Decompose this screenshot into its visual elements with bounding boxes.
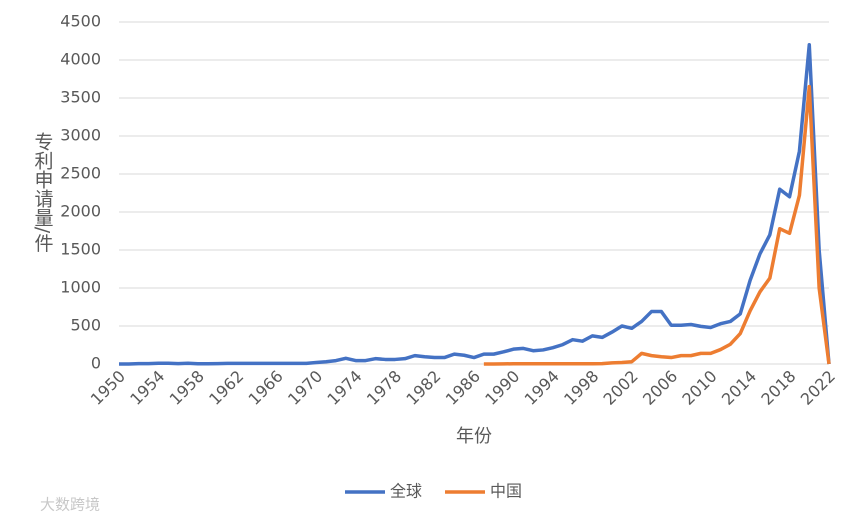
y-tick-label: 2000 <box>60 202 101 221</box>
x-tick-label: 1970 <box>284 367 326 409</box>
x-tick-label: 1994 <box>521 367 563 409</box>
data-line <box>119 43 831 366</box>
y-tick-label: 4000 <box>60 50 101 69</box>
legend-label: 全球 <box>390 482 422 501</box>
y-axis-label: 专利申请量/件 <box>32 132 54 253</box>
x-tick-label: 2022 <box>797 367 839 409</box>
y-tick-label: 3000 <box>60 126 101 145</box>
x-tick-label: 1982 <box>402 367 444 409</box>
y-tick-label: 0 <box>91 354 101 373</box>
x-tick-label: 1986 <box>442 367 484 409</box>
legend-label: 中国 <box>490 482 522 501</box>
x-tick-label: 2006 <box>639 367 681 409</box>
x-tick-label: 1962 <box>205 367 247 409</box>
y-tick-label: 1500 <box>60 240 101 259</box>
y-tick-label: 2500 <box>60 164 101 183</box>
x-tick-label: 1974 <box>323 367 365 409</box>
y-tick-label: 3500 <box>60 88 101 107</box>
x-tick-label: 2010 <box>678 367 720 409</box>
y-tick-label: 4500 <box>60 12 101 31</box>
x-tick-label: 1966 <box>245 367 287 409</box>
x-tick-label: 2018 <box>757 367 799 409</box>
x-tick-label: 1950 <box>87 367 129 409</box>
data-line <box>483 84 831 366</box>
x-tick-label: 1978 <box>363 367 405 409</box>
x-tick-label: 1958 <box>166 367 208 409</box>
x-tick-label: 1990 <box>481 367 523 409</box>
x-axis-label: 年份 <box>456 426 492 447</box>
x-tick-label: 1954 <box>126 367 168 409</box>
y-tick-label: 500 <box>70 316 101 335</box>
x-tick-label: 2014 <box>718 367 760 409</box>
x-tick-label: 2002 <box>600 367 642 409</box>
y-tick-label: 1000 <box>60 278 101 297</box>
watermark: 大数跨境 <box>40 496 100 514</box>
x-tick-label: 1998 <box>560 367 602 409</box>
